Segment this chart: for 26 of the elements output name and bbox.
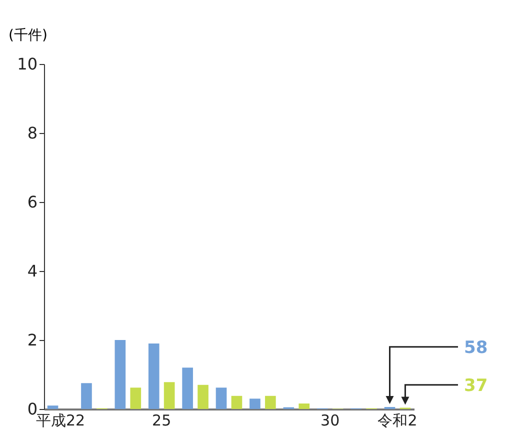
- bar: [182, 368, 193, 409]
- bar: [148, 343, 160, 409]
- bar: [198, 384, 208, 409]
- x-tick-label: 30: [320, 412, 340, 430]
- bar: [130, 388, 142, 409]
- text: 58: [464, 338, 488, 358]
- bar: [250, 398, 260, 409]
- bar: [298, 403, 310, 409]
- text: 37: [464, 376, 488, 396]
- bar: [216, 388, 227, 409]
- y-tick-label: 8: [27, 124, 38, 142]
- bar: [265, 396, 276, 409]
- bar: [164, 382, 175, 409]
- x-tick-label: 令和2: [378, 412, 418, 430]
- y-tick-label: 0: [27, 400, 38, 418]
- bar: [231, 396, 242, 409]
- bar: [114, 340, 126, 409]
- y-tick-label: 2: [27, 330, 38, 350]
- y-tick-label: 6: [27, 192, 38, 212]
- x-tick-label: 平成22: [36, 412, 86, 430]
- x-tick-label: 25: [152, 412, 172, 430]
- bar: [81, 383, 92, 409]
- y-tick-label: 4: [27, 262, 38, 280]
- y-axis-title: (千件): [8, 28, 48, 44]
- y-tick-label: 10: [17, 54, 38, 74]
- bar: [47, 406, 58, 409]
